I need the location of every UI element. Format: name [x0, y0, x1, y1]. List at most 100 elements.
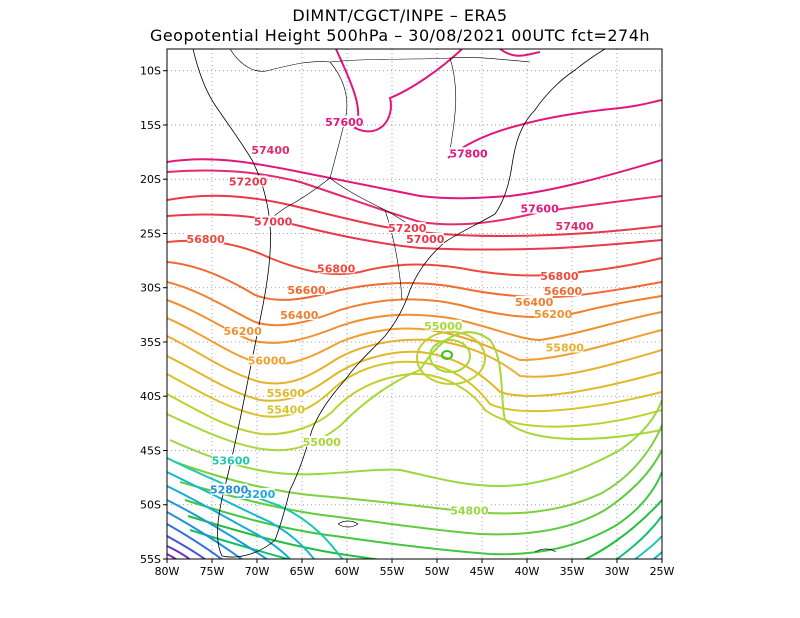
contour-label-bg — [288, 283, 325, 295]
contour-label: 55000 — [303, 436, 342, 449]
contour-56200 — [167, 299, 662, 344]
contour-labels: 5780057600576005740057400572005720057000… — [187, 115, 595, 517]
contour-label: 56600 — [544, 285, 583, 298]
contour-label: 56000 — [248, 355, 287, 368]
contour-label: 57000 — [406, 233, 445, 246]
contour-55800 — [167, 335, 662, 385]
contour-label-bg — [187, 232, 225, 244]
contour-label-bg — [540, 269, 578, 281]
contour-52000 — [167, 553, 178, 559]
contour-52600 — [167, 523, 224, 559]
contour-52800 — [167, 511, 244, 559]
contour-label-bg — [267, 387, 305, 399]
contour-55000 — [167, 331, 662, 452]
map-frame — [166, 48, 663, 560]
x-tick-label: 30W — [605, 565, 630, 578]
contour-label: 55800 — [546, 341, 585, 354]
y-tick-label: 50S — [140, 499, 161, 512]
contour-field — [167, 49, 662, 559]
contour-label: 57800 — [449, 147, 488, 160]
x-tick-label: 40W — [515, 565, 540, 578]
contour-57400 — [167, 169, 662, 226]
contour-label-bg — [388, 222, 426, 234]
map-axes: 80W 75W 70W 65W 60W 55W 50W 45W 40W 35W 30W 25W 10S 1… — [140, 65, 675, 578]
contour-53400 — [167, 471, 662, 559]
map-title-line1: DIMNT/CGCT/INPE – ERA5 — [292, 6, 508, 25]
contour-label: 57000 — [254, 216, 293, 229]
contour-label: 56600 — [287, 284, 326, 297]
contour-label-bg — [229, 175, 267, 187]
contour-label-bg — [556, 219, 594, 231]
contour-label: 56800 — [317, 262, 356, 275]
south-america-coastline — [192, 49, 606, 558]
contour-55600 — [167, 350, 662, 402]
contour-label: 57400 — [556, 220, 595, 233]
contour-54400 — [179, 449, 662, 536]
y-tick-label: 10S — [140, 65, 161, 78]
contour-57600 — [167, 158, 662, 200]
falkland-islands — [337, 520, 359, 528]
contour-label: 56800 — [187, 233, 226, 246]
x-tick-label: 80W — [155, 565, 180, 578]
x-tick-label: 70W — [245, 565, 270, 578]
x-tick-label: 45W — [470, 565, 495, 578]
contour-57200 — [167, 194, 662, 238]
low-center-contour-inner — [441, 350, 453, 360]
contour-label: 57200 — [388, 222, 427, 235]
contour-label-bg — [248, 354, 286, 366]
contour-label: 55600 — [267, 387, 306, 400]
contour-label-bg — [515, 295, 553, 307]
contour-label: 55000 — [424, 320, 463, 333]
contour-label: 52800 — [210, 484, 249, 497]
contour-54800 — [169, 399, 662, 488]
contour-label-bg — [544, 285, 582, 297]
contour-label-bg — [406, 232, 444, 244]
contour-label-bg — [317, 262, 355, 274]
contour-label-bg — [450, 147, 487, 159]
contour-label-bg — [450, 504, 488, 516]
y-tick-label: 25S — [140, 227, 161, 240]
contour-label: 56400 — [515, 296, 554, 309]
contour-55200 — [167, 372, 662, 436]
contour-54200 — [184, 471, 662, 556]
contour-52400 — [167, 535, 207, 559]
x-tick-label: 60W — [335, 565, 360, 578]
contour-label: 57600 — [325, 116, 364, 129]
contour-label: 56800 — [540, 270, 579, 283]
contour-label-bg — [280, 308, 318, 320]
x-tick-label: 75W — [200, 565, 225, 578]
y-tick-label: 55S — [140, 553, 161, 566]
contour-55400 — [167, 360, 662, 418]
x-tick-label: 50W — [425, 565, 450, 578]
x-tick-label: 65W — [290, 565, 315, 578]
contour-56600 — [167, 261, 662, 301]
contour-label-bg — [210, 483, 248, 495]
contour-56800 — [167, 239, 662, 277]
low-center-contour-outer — [416, 331, 486, 385]
x-tick-label: 35W — [560, 565, 585, 578]
country-borders — [229, 49, 531, 301]
contour-label-bg — [521, 202, 559, 214]
contour-label: 54800 — [450, 504, 489, 517]
contour-label: 57200 — [229, 175, 268, 188]
contour-label-bg — [267, 403, 305, 415]
contour-label-bg — [254, 215, 292, 227]
contour-57800 — [335, 49, 662, 159]
y-tick-label: 20S — [140, 173, 161, 186]
contour-label-bg — [325, 115, 363, 127]
contour-54000 — [187, 499, 662, 559]
contour-label-bg — [224, 325, 262, 337]
contour-label-bg — [424, 319, 462, 331]
contour-label: 55400 — [267, 403, 306, 416]
contour-label: 57400 — [251, 144, 290, 157]
y-tick-label: 40S — [140, 390, 161, 403]
contour-label-bg — [546, 341, 584, 353]
y-tick-label: 15S — [140, 119, 161, 132]
contour-label-bg — [237, 487, 275, 499]
contour-label-bg — [534, 307, 572, 319]
map-title-line2: Geopotential Height 500hPa – 30/08/2021 … — [149, 26, 651, 45]
contour-label: 56200 — [223, 325, 262, 338]
contour-label-bg — [252, 144, 289, 155]
contour-label: 56400 — [280, 309, 319, 322]
